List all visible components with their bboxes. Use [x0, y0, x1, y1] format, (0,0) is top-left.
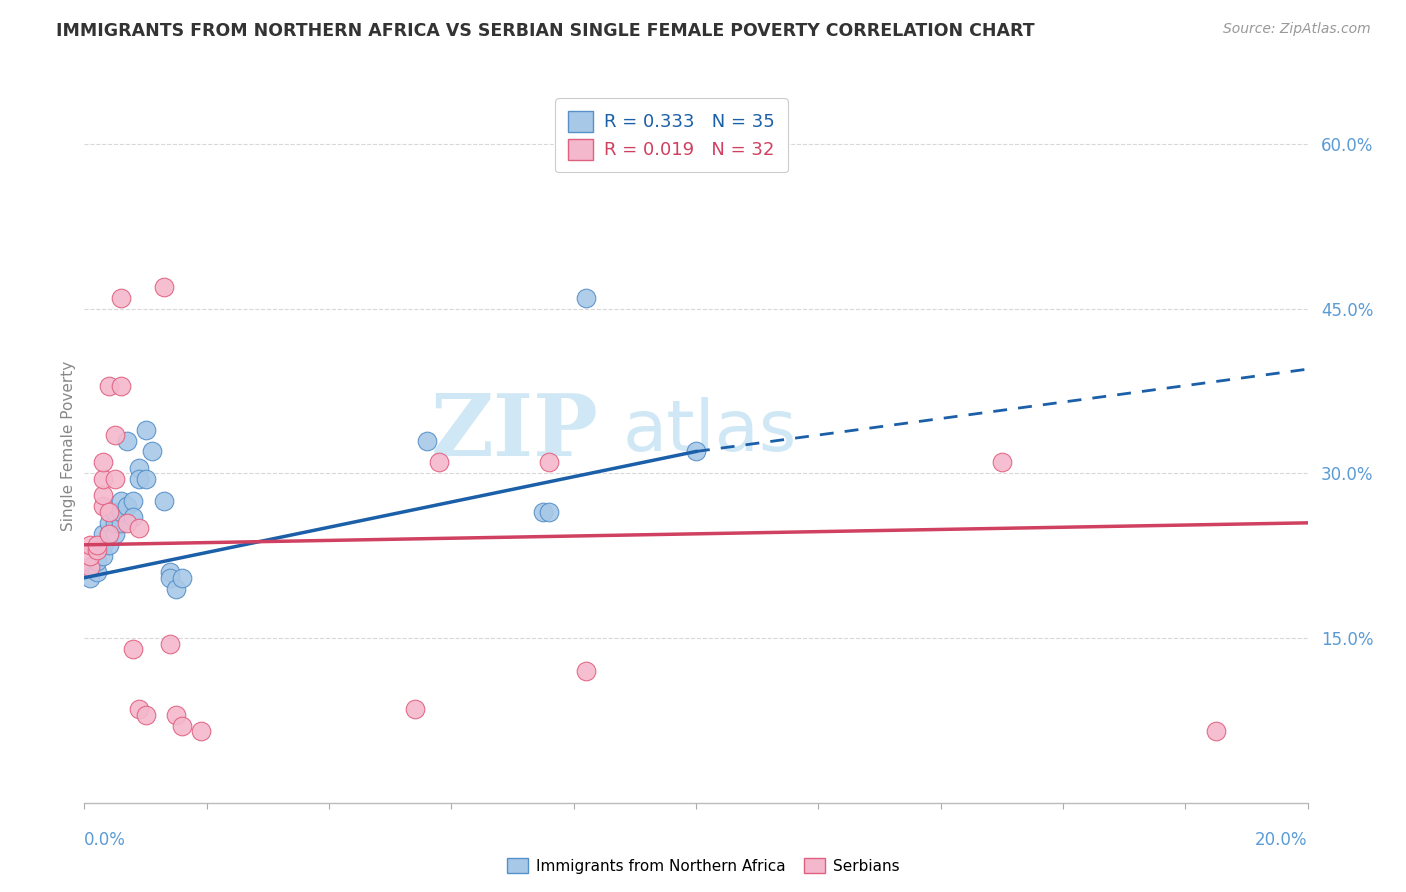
- Point: [427, 455, 450, 469]
- Text: Source: ZipAtlas.com: Source: ZipAtlas.com: [1223, 22, 1371, 37]
- Text: atlas: atlas: [623, 397, 797, 467]
- Text: ZIP: ZIP: [430, 390, 598, 474]
- Point: [110, 494, 132, 508]
- Point: [79, 559, 101, 574]
- Point: [110, 516, 132, 530]
- Point: [172, 571, 194, 585]
- Text: IMMIGRANTS FROM NORTHERN AFRICA VS SERBIAN SINGLE FEMALE POVERTY CORRELATION CHA: IMMIGRANTS FROM NORTHERN AFRICA VS SERBI…: [56, 22, 1035, 40]
- Point: [104, 516, 127, 530]
- Point: [159, 566, 181, 580]
- Point: [86, 566, 108, 580]
- Point: [128, 702, 150, 716]
- Point: [104, 428, 127, 442]
- Point: [97, 526, 120, 541]
- Point: [165, 708, 187, 723]
- Point: [97, 505, 120, 519]
- Point: [159, 637, 181, 651]
- Point: [172, 719, 194, 733]
- Point: [991, 455, 1014, 469]
- Point: [190, 724, 212, 739]
- Point: [159, 571, 181, 585]
- Point: [135, 708, 157, 723]
- Point: [122, 510, 145, 524]
- Point: [135, 423, 157, 437]
- Point: [165, 582, 187, 596]
- Point: [128, 461, 150, 475]
- Legend: Immigrants from Northern Africa, Serbians: Immigrants from Northern Africa, Serbian…: [501, 852, 905, 880]
- Point: [575, 664, 598, 678]
- Point: [91, 472, 114, 486]
- Point: [115, 434, 138, 448]
- Point: [104, 526, 127, 541]
- Point: [531, 505, 554, 519]
- Legend: R = 0.333   N = 35, R = 0.019   N = 32: R = 0.333 N = 35, R = 0.019 N = 32: [555, 98, 787, 172]
- Point: [538, 505, 561, 519]
- Text: 0.0%: 0.0%: [84, 831, 127, 849]
- Text: 20.0%: 20.0%: [1256, 831, 1308, 849]
- Point: [91, 488, 114, 502]
- Point: [153, 494, 176, 508]
- Point: [104, 505, 127, 519]
- Point: [128, 521, 150, 535]
- Point: [110, 291, 132, 305]
- Point: [97, 538, 120, 552]
- Point: [122, 642, 145, 657]
- Point: [91, 526, 114, 541]
- Point: [86, 554, 108, 568]
- Point: [575, 291, 598, 305]
- Point: [153, 280, 176, 294]
- Point: [135, 472, 157, 486]
- Point: [110, 505, 132, 519]
- Point: [79, 549, 101, 563]
- Point: [86, 538, 108, 552]
- Point: [115, 500, 138, 514]
- Point: [86, 543, 108, 558]
- Y-axis label: Single Female Poverty: Single Female Poverty: [60, 361, 76, 531]
- Point: [538, 455, 561, 469]
- Point: [1205, 724, 1227, 739]
- Point: [128, 472, 150, 486]
- Point: [79, 538, 101, 552]
- Point: [685, 444, 707, 458]
- Point: [122, 494, 145, 508]
- Point: [141, 444, 163, 458]
- Point: [110, 378, 132, 392]
- Point: [91, 455, 114, 469]
- Point: [91, 500, 114, 514]
- Point: [104, 472, 127, 486]
- Point: [79, 571, 101, 585]
- Point: [97, 378, 120, 392]
- Point: [91, 549, 114, 563]
- Point: [416, 434, 439, 448]
- Point: [404, 702, 426, 716]
- Point: [97, 516, 120, 530]
- Point: [91, 538, 114, 552]
- Point: [79, 559, 101, 574]
- Point: [115, 516, 138, 530]
- Point: [97, 526, 120, 541]
